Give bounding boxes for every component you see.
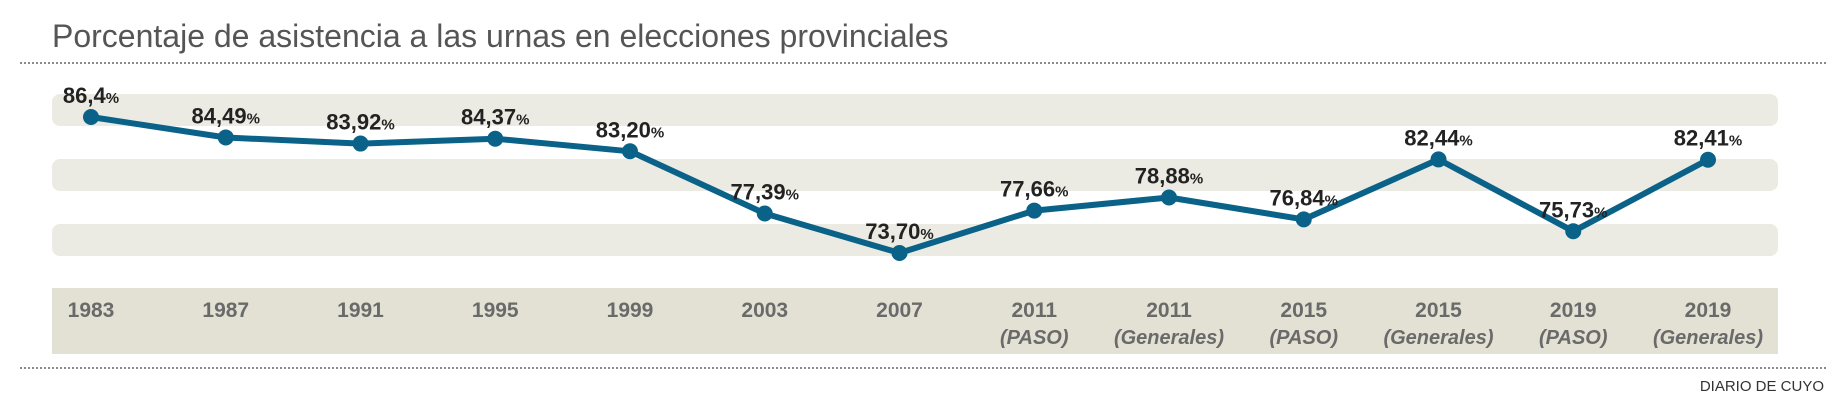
x-tick-label: 2003 <box>741 299 788 322</box>
x-tick-label: 2015 <box>1415 299 1462 322</box>
data-point <box>1430 151 1447 168</box>
x-tick-sublabel: (PASO) <box>1269 327 1338 349</box>
data-label: 73,70% <box>865 219 933 244</box>
x-tick-label: 2011 <box>1011 299 1057 322</box>
grid-band <box>52 159 1778 191</box>
data-point <box>1565 223 1582 240</box>
x-tick-label: 2011 <box>1146 299 1192 322</box>
grid-band <box>52 224 1778 256</box>
data-point <box>756 205 773 222</box>
x-tick-sublabel: (PASO) <box>1539 327 1608 349</box>
data-label: 78,88% <box>1135 164 1203 189</box>
x-tick-label: 1983 <box>68 299 115 322</box>
data-label: 75,73% <box>1539 197 1607 222</box>
x-axis-band <box>52 288 1778 354</box>
x-tick-label: 2007 <box>876 299 923 322</box>
data-point <box>622 143 638 160</box>
x-tick-label: 2019 <box>1550 299 1597 322</box>
x-tick-label: 2019 <box>1685 299 1732 322</box>
x-tick-sublabel: (PASO) <box>1000 327 1069 349</box>
x-tick-label: 1995 <box>472 299 519 322</box>
x-tick-label: 2015 <box>1280 299 1327 322</box>
data-label: 76,84% <box>1270 185 1338 210</box>
grid-band <box>52 94 1778 126</box>
x-tick-sublabel: (Generales) <box>1114 327 1224 349</box>
bottom-divider <box>20 367 1826 369</box>
data-point <box>891 245 908 261</box>
top-divider <box>20 62 1826 64</box>
turnout-line-chart: 1983 1987 1991 1995 1999 2003 2007 2011 (PASO) 20… <box>52 83 1778 354</box>
chart-title: Porcentaje de asistencia a las urnas en … <box>52 18 949 54</box>
data-point <box>1026 202 1043 219</box>
data-label: 82,41% <box>1674 126 1742 151</box>
x-tick-sublabel: (Generales) <box>1383 327 1493 349</box>
grid-bands <box>52 94 1778 256</box>
data-point <box>1161 189 1177 206</box>
data-point <box>1295 211 1312 228</box>
x-tick-label: 1987 <box>202 299 249 322</box>
x-tick-label: 1991 <box>337 299 384 322</box>
data-point <box>487 130 504 147</box>
x-tick-label: 1999 <box>607 299 654 322</box>
x-axis-labels: 1983 1987 1991 1995 1999 2003 2007 2011 (PASO) 20… <box>68 299 1764 349</box>
data-label: 82,44% <box>1404 125 1472 150</box>
source-credit: DIARIO DE CUYO <box>1699 378 1824 395</box>
data-point <box>1700 151 1716 168</box>
data-point <box>352 135 369 152</box>
data-point <box>83 109 99 125</box>
x-tick-sublabel: (Generales) <box>1653 327 1763 349</box>
data-point <box>217 129 234 146</box>
data-label: 86,4% <box>63 83 119 108</box>
data-points <box>83 109 1716 261</box>
